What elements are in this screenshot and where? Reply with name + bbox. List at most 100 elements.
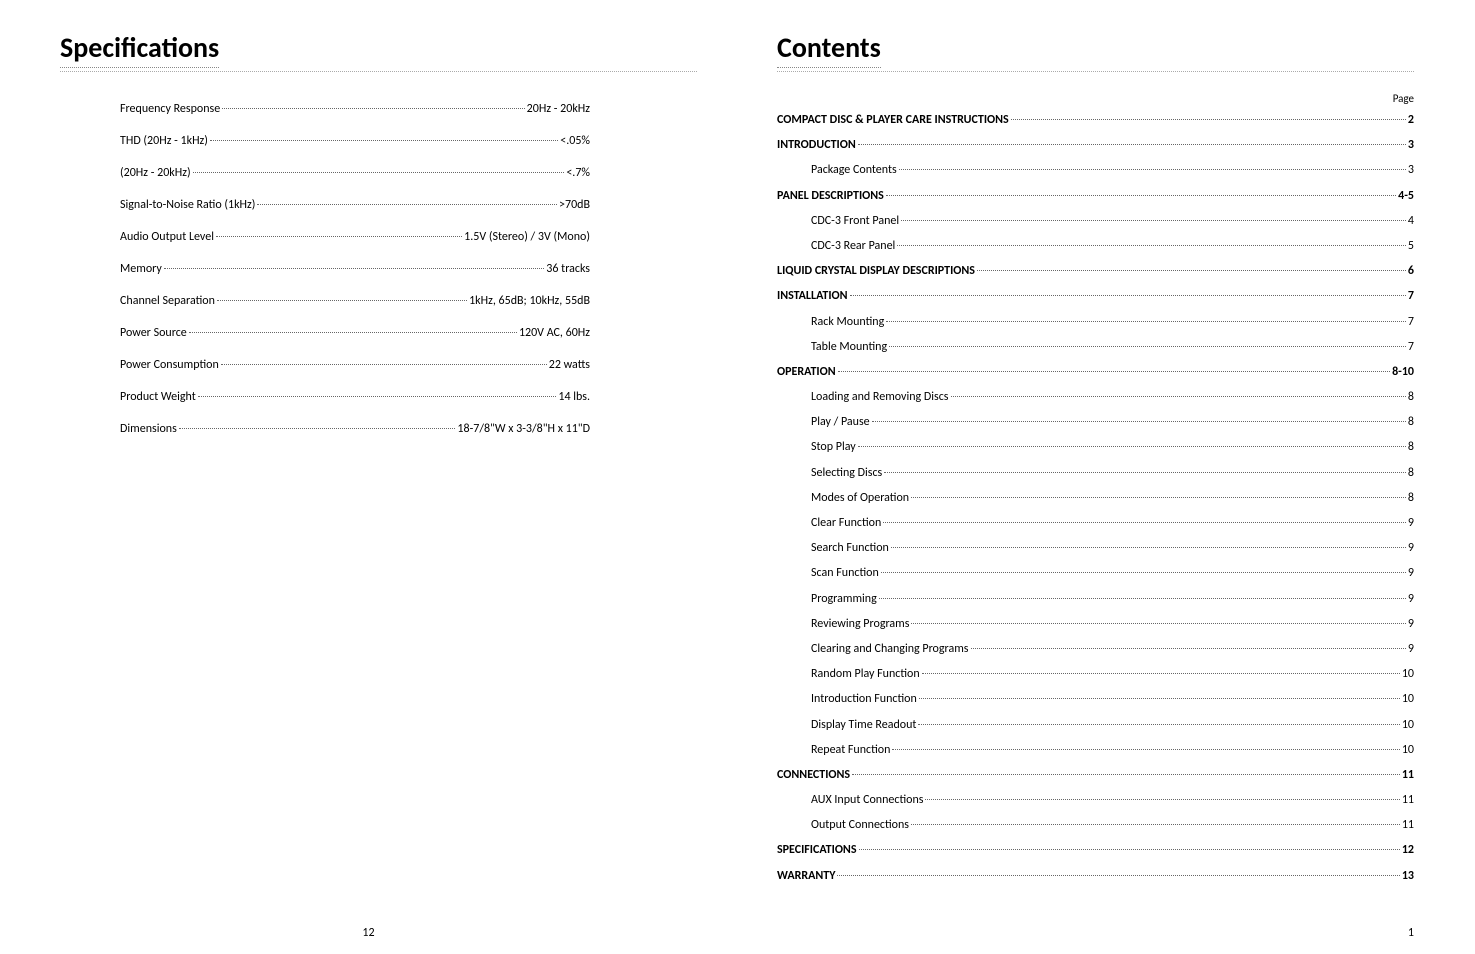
dot-leader (850, 295, 1406, 296)
toc-page: 12 (1402, 841, 1414, 860)
toc-label: COMPACT DISC & PLAYER CARE INSTRUCTIONS (777, 111, 1009, 130)
dot-leader (901, 220, 1406, 221)
spec-value: 1.5V (Stereo) / 3V (Mono) (464, 230, 590, 244)
dot-leader (164, 268, 544, 269)
toc-label: CONNECTIONS (777, 766, 850, 785)
dot-leader (198, 396, 557, 397)
spec-label: THD (20Hz - 1kHz) (120, 134, 208, 148)
dot-leader (971, 648, 1406, 649)
toc-page: 6 (1408, 262, 1414, 281)
toc-page: 2 (1408, 111, 1414, 130)
dot-leader (859, 849, 1400, 850)
toc-row: Reviewing Programs9 (777, 615, 1414, 634)
heading-rule (60, 71, 697, 72)
spec-row: Frequency Response20Hz - 20kHz (120, 102, 590, 116)
dot-leader (221, 364, 547, 365)
spec-row: Signal-to-Noise Ratio (1kHz) >70dB (120, 198, 590, 212)
dot-leader (837, 875, 1399, 876)
toc-page: 11 (1402, 816, 1414, 835)
spec-value: 36 tracks (546, 262, 590, 276)
toc-row: Package Contents3 (777, 161, 1414, 180)
toc-page: 9 (1408, 590, 1414, 609)
toc-label: Display Time Readout (811, 716, 916, 735)
dot-leader (918, 724, 1399, 725)
spec-value: <.05% (560, 134, 590, 148)
spec-value: 14 lbs. (558, 390, 590, 404)
spec-label: Audio Output Level (120, 230, 214, 244)
toc-row: Repeat Function10 (777, 741, 1414, 760)
dot-leader (879, 598, 1406, 599)
dot-leader (891, 547, 1406, 548)
toc-page: 9 (1408, 539, 1414, 558)
toc-page: 11 (1402, 791, 1414, 810)
toc-label: Clearing and Changing Programs (811, 640, 969, 659)
dot-leader (257, 204, 557, 205)
dot-leader (872, 421, 1406, 422)
dot-leader (852, 774, 1400, 775)
toc-label: Table Mounting (811, 338, 887, 357)
spec-row: (20Hz - 20kHz)<.7% (120, 166, 590, 180)
toc-page: 10 (1402, 741, 1414, 760)
spec-row: Power Consumption 22 watts (120, 358, 590, 372)
spec-label: Power Consumption (120, 358, 219, 372)
toc-page: 8 (1408, 464, 1414, 483)
dot-leader (951, 396, 1406, 397)
spec-label: Channel Separation (120, 294, 215, 308)
toc-page: 7 (1408, 287, 1414, 306)
spec-label: Product Weight (120, 390, 196, 404)
spec-value: 20Hz - 20kHz (527, 102, 590, 116)
spec-label: Dimensions (120, 422, 177, 436)
toc-row: CDC-3 Front Panel4 (777, 212, 1414, 231)
dot-leader (977, 270, 1406, 271)
dot-leader (899, 169, 1406, 170)
toc-label: INSTALLATION (777, 287, 848, 306)
dot-leader (911, 824, 1400, 825)
toc-label: PANEL DESCRIPTIONS (777, 187, 884, 206)
toc-label: Selecting Discs (811, 464, 882, 483)
toc-row: PANEL DESCRIPTIONS4-5 (777, 187, 1414, 206)
toc-label: OPERATION (777, 363, 836, 382)
dot-leader (892, 749, 1399, 750)
toc-row: CDC-3 Rear Panel5 (777, 237, 1414, 256)
dot-leader (922, 673, 1400, 674)
toc-page: 3 (1408, 161, 1414, 180)
page-column-label: Page (777, 92, 1414, 105)
toc-label: Scan Function (811, 564, 879, 583)
toc-label: CDC-3 Rear Panel (811, 237, 895, 256)
toc-page: 8 (1408, 438, 1414, 457)
dot-leader (883, 522, 1406, 523)
toc-row: Clear Function9 (777, 514, 1414, 533)
spec-value: 18-7/8"W x 3-3/8"H x 11"D (457, 422, 590, 436)
spec-label: Signal-to-Noise Ratio (1kHz) (120, 198, 255, 212)
toc-label: WARRANTY (777, 867, 835, 886)
toc-row: Output Connections11 (777, 816, 1414, 835)
page-number-left: 12 (362, 926, 374, 940)
spec-row: Audio Output Level 1.5V (Stereo) / 3V (Mo… (120, 230, 590, 244)
dot-leader (1011, 119, 1406, 120)
toc-row: Rack Mounting7 (777, 313, 1414, 332)
toc-label: Introduction Function (811, 690, 917, 709)
dot-leader (919, 698, 1400, 699)
toc-row: AUX Input Connections11 (777, 791, 1414, 810)
spec-value: >70dB (559, 198, 590, 212)
toc-page: 13 (1402, 867, 1414, 886)
toc-label: Rack Mounting (811, 313, 884, 332)
dot-leader (889, 346, 1406, 347)
spec-value: 22 watts (549, 358, 590, 372)
dot-leader (897, 245, 1406, 246)
dot-leader (216, 236, 462, 237)
toc-row: SPECIFICATIONS12 (777, 841, 1414, 860)
toc-page: 9 (1408, 564, 1414, 583)
dot-leader (217, 300, 467, 301)
spec-row: Memory 36 tracks (120, 262, 590, 276)
toc-row: Programming9 (777, 590, 1414, 609)
toc-page: 9 (1408, 615, 1414, 634)
toc-page: 4 (1408, 212, 1414, 231)
toc-row: Modes of Operation8 (777, 489, 1414, 508)
spec-label: Memory (120, 262, 162, 276)
toc-row: COMPACT DISC & PLAYER CARE INSTRUCTIONS 2 (777, 111, 1414, 130)
spec-row: Product Weight 14 lbs. (120, 390, 590, 404)
dot-leader (886, 195, 1396, 196)
toc-page: 8 (1408, 413, 1414, 432)
dot-leader (881, 572, 1406, 573)
